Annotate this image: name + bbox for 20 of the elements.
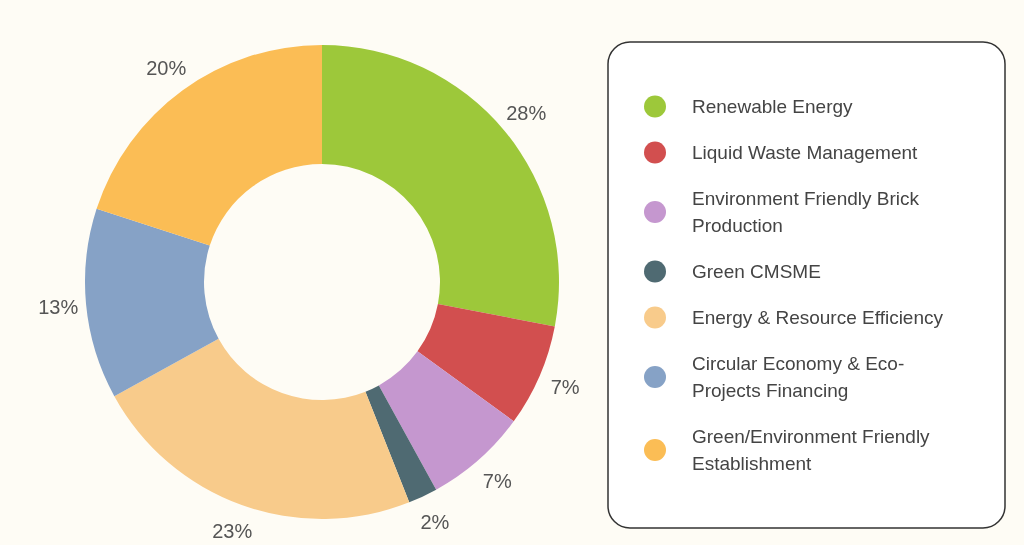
donut-slice (114, 338, 410, 519)
donut-slice (96, 45, 322, 246)
donut-slice (85, 208, 219, 397)
donut-slice (322, 45, 559, 327)
data-label: 28% (506, 102, 547, 125)
data-label: 7% (482, 469, 512, 492)
legend-label: Renewable Energy (692, 96, 854, 117)
data-label: 20% (146, 56, 187, 79)
legend-label: Liquid Waste Management (692, 142, 919, 163)
legend-label: Environment Friendly Brick Production (692, 188, 920, 236)
data-label: 7% (550, 376, 580, 399)
data-label: 23% (212, 520, 253, 543)
donut-slice (378, 351, 514, 490)
legend-label: Green/Environment Friendly Establishment (692, 426, 931, 474)
legend-label: Circular Economy & Eco-Projects Financing (692, 353, 905, 401)
legend-label: Green CMSME (692, 261, 821, 282)
legend-label: Energy & Resource Efficiency (692, 307, 944, 328)
data-label: 2% (420, 510, 450, 533)
data-label: 13% (38, 295, 79, 318)
donut-slice (365, 385, 437, 503)
